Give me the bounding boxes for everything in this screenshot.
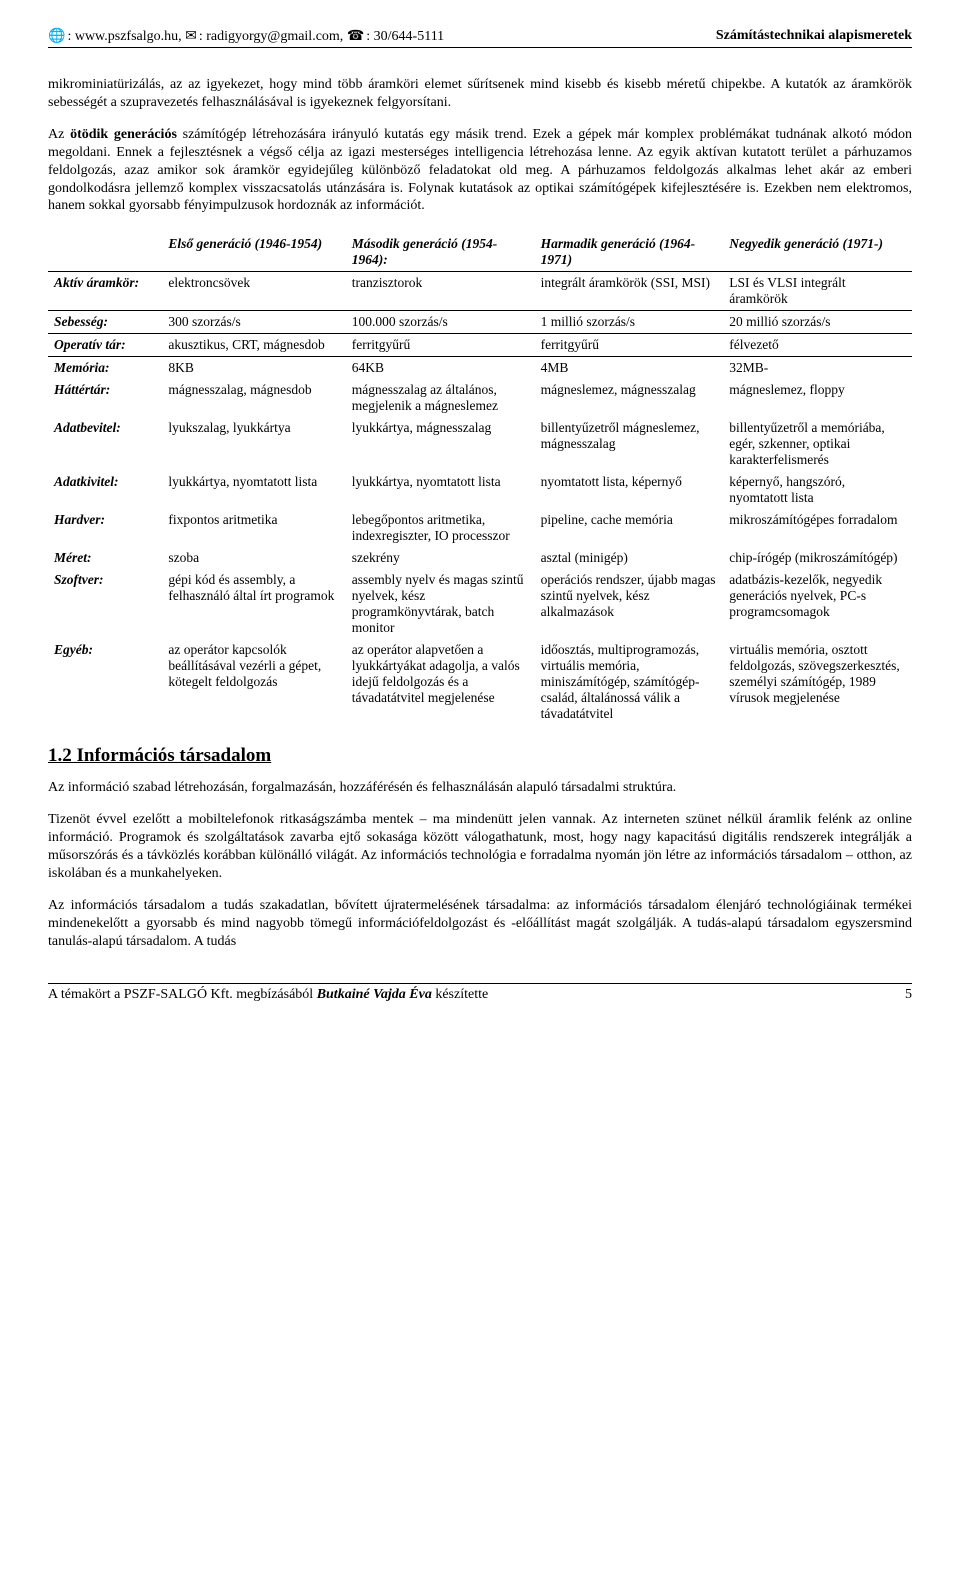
cell: 32MB-: [723, 357, 912, 380]
cell: lyukkártya, nyomtatott lista: [346, 471, 535, 509]
table-header-row: Első generáció (1946-1954) Második gener…: [48, 233, 912, 272]
row-head: Szoftver:: [48, 569, 162, 639]
cell: billentyűzetről a memóriába, egér, szken…: [723, 417, 912, 471]
cell: mágnesszalag, mágnesdob: [162, 379, 345, 417]
cell: assembly nyelv és magas szintű nyelvek, …: [346, 569, 535, 639]
table-row: Adatkivitel: lyukkártya, nyomtatott list…: [48, 471, 912, 509]
cell: lyukkártya, mágnesszalag: [346, 417, 535, 471]
cell: mágnesszalag az általános, megjelenik a …: [346, 379, 535, 417]
paragraph-1: mikrominiatürizálás, az az igyekezet, ho…: [48, 76, 912, 112]
row-head: Aktív áramkör:: [48, 272, 162, 311]
footer-text-c: készítette: [432, 987, 488, 1002]
cell: szekrény: [346, 547, 535, 569]
cell: 4MB: [535, 357, 724, 380]
paragraph-3: Az információ szabad létrehozásán, forga…: [48, 779, 912, 797]
para2-bold: ötödik generációs: [70, 127, 177, 142]
footer-left: A témakört a PSZF-SALGÓ Kft. megbízásábó…: [48, 987, 488, 1003]
row-head: Háttértár:: [48, 379, 162, 417]
cell: adatbázis-kezelők, negyedik generációs n…: [723, 569, 912, 639]
cell: mágneslemez, floppy: [723, 379, 912, 417]
cell: 300 szorzás/s: [162, 311, 345, 334]
header-contacts: 🌐: www.pszfsalgo.hu, ✉: radigyorgy@gmail…: [48, 28, 444, 45]
envelope-icon: ✉: [185, 29, 197, 44]
row-head: Méret:: [48, 547, 162, 569]
footer-text-a: A témakört a PSZF-SALGÓ Kft. megbízásábó…: [48, 987, 317, 1002]
cell: 1 millió szorzás/s: [535, 311, 724, 334]
cell: mikroszámítógépes forradalom: [723, 509, 912, 547]
row-head: Memória:: [48, 357, 162, 380]
row-head: Adatkivitel:: [48, 471, 162, 509]
cell: 8KB: [162, 357, 345, 380]
page-header: 🌐: www.pszfsalgo.hu, ✉: radigyorgy@gmail…: [48, 28, 912, 48]
cell: 64KB: [346, 357, 535, 380]
row-head: Adatbevitel:: [48, 417, 162, 471]
table-row: Adatbevitel: lyukszalag, lyukkártya lyuk…: [48, 417, 912, 471]
cell: az operátor kapcsolók beállításával vezé…: [162, 639, 345, 725]
cell: lebegőpontos aritmetika, indexregiszter,…: [346, 509, 535, 547]
table-row: Hardver: fixpontos aritmetika lebegőpont…: [48, 509, 912, 547]
table-row: Egyéb: az operátor kapcsolók beállításáv…: [48, 639, 912, 725]
para2-post: számítógép létrehozására irányuló kutatá…: [48, 127, 912, 214]
table-row: Méret: szoba szekrény asztal (minigép) c…: [48, 547, 912, 569]
document-page: 🌐: www.pszfsalgo.hu, ✉: radigyorgy@gmail…: [0, 0, 960, 1023]
cell: 100.000 szorzás/s: [346, 311, 535, 334]
row-head: Operatív tár:: [48, 334, 162, 357]
cell: LSI és VLSI integrált áramkörök: [723, 272, 912, 311]
cell: gépi kód és assembly, a felhasználó álta…: [162, 569, 345, 639]
footer-author: Butkainé Vajda Éva: [317, 987, 432, 1002]
cell: mágneslemez, mágnesszalag: [535, 379, 724, 417]
table-row: Operatív tár: akusztikus, CRT, mágnesdob…: [48, 334, 912, 357]
cell: nyomtatott lista, képernyő: [535, 471, 724, 509]
cell: integrált áramkörök (SSI, MSI): [535, 272, 724, 311]
para2-pre: Az: [48, 127, 70, 142]
col-head-4: Negyedik generáció (1971-): [723, 233, 912, 272]
cell: lyukkártya, nyomtatott lista: [162, 471, 345, 509]
table-row: Háttértár: mágnesszalag, mágnesdob mágne…: [48, 379, 912, 417]
cell: akusztikus, CRT, mágnesdob: [162, 334, 345, 357]
page-footer: A témakört a PSZF-SALGÓ Kft. megbízásábó…: [48, 983, 912, 1003]
cell: chip-írógép (mikroszámítógép): [723, 547, 912, 569]
table-row: Aktív áramkör: elektroncsövek tranziszto…: [48, 272, 912, 311]
col-head-1: Első generáció (1946-1954): [162, 233, 345, 272]
cell: az operátor alapvetően a lyukkártyákat a…: [346, 639, 535, 725]
table-row: Sebesség: 300 szorzás/s 100.000 szorzás/…: [48, 311, 912, 334]
row-head: Sebesség:: [48, 311, 162, 334]
cell: időosztás, multiprogramozás, virtuális m…: [535, 639, 724, 725]
cell: szoba: [162, 547, 345, 569]
phone-icon: ☎: [347, 29, 364, 44]
cell: operációs rendszer, újabb magas szintű n…: [535, 569, 724, 639]
paragraph-2: Az ötödik generációs számítógép létrehoz…: [48, 126, 912, 216]
generations-table: Első generáció (1946-1954) Második gener…: [48, 233, 912, 725]
cell: ferritgyűrű: [535, 334, 724, 357]
table-row: Szoftver: gépi kód és assembly, a felhas…: [48, 569, 912, 639]
cell: ferritgyűrű: [346, 334, 535, 357]
header-title: Számítástechnikai alapismeretek: [716, 28, 912, 45]
cell: 20 millió szorzás/s: [723, 311, 912, 334]
cell: elektroncsövek: [162, 272, 345, 311]
cell: fixpontos aritmetika: [162, 509, 345, 547]
globe-icon: 🌐: [48, 29, 65, 44]
table-corner: [48, 233, 162, 272]
cell: asztal (minigép): [535, 547, 724, 569]
row-head: Egyéb:: [48, 639, 162, 725]
col-head-3: Harmadik generáció (1964-1971): [535, 233, 724, 272]
header-phone: : 30/644-5111: [366, 29, 444, 44]
header-web: : www.pszfsalgo.hu,: [67, 29, 185, 44]
col-head-2: Második generáció (1954-1964):: [346, 233, 535, 272]
cell: billentyűzetről mágneslemez, mágnesszala…: [535, 417, 724, 471]
cell: pipeline, cache memória: [535, 509, 724, 547]
table-row: Memória: 8KB 64KB 4MB 32MB-: [48, 357, 912, 380]
paragraph-5: Az információs társadalom a tudás szakad…: [48, 897, 912, 951]
cell: lyukszalag, lyukkártya: [162, 417, 345, 471]
cell: virtuális memória, osztott feldolgozás, …: [723, 639, 912, 725]
cell: tranzisztorok: [346, 272, 535, 311]
cell: képernyő, hangszóró, nyomtatott lista: [723, 471, 912, 509]
page-number: 5: [905, 987, 912, 1003]
header-mail: : radigyorgy@gmail.com,: [199, 29, 347, 44]
section-heading: 1.2 Információs társadalom: [48, 745, 912, 767]
row-head: Hardver:: [48, 509, 162, 547]
paragraph-4: Tizenöt évvel ezelőtt a mobiltelefonok r…: [48, 811, 912, 883]
cell: félvezető: [723, 334, 912, 357]
